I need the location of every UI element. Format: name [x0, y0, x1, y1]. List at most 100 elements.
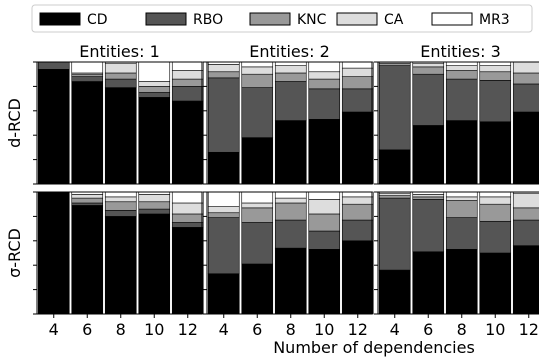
segment-rbo	[171, 86, 204, 102]
segment-knc	[104, 201, 137, 211]
bar-stack	[207, 191, 240, 315]
x-tick-label: 12	[178, 320, 198, 339]
segment-mr3	[445, 191, 478, 198]
segment-ca	[207, 64, 240, 73]
segment-rbo	[207, 77, 240, 153]
panel	[33, 61, 204, 185]
bar-stack	[378, 61, 411, 185]
segment-rbo	[512, 83, 539, 113]
segment-cd	[37, 191, 70, 315]
segment-cd	[308, 119, 341, 185]
segment-rbo	[37, 61, 70, 70]
segment-ca	[207, 206, 240, 214]
segment-cd	[241, 137, 274, 185]
bar-stack	[71, 191, 104, 315]
segment-rbo	[378, 65, 411, 151]
bar-stack	[71, 61, 104, 185]
segment-knc	[274, 72, 307, 82]
segment-mr3	[445, 61, 478, 66]
segment-cd	[412, 125, 445, 185]
row-label: d-RCD	[5, 98, 24, 148]
segment-ca	[378, 192, 411, 196]
panel-frame	[36, 191, 203, 315]
segment-ca	[445, 196, 478, 201]
segment-knc	[378, 195, 411, 199]
segment-rbo	[71, 76, 104, 82]
segment-knc	[171, 78, 204, 87]
panel: 4 6 8 10 12	[33, 191, 204, 339]
segment-ca	[104, 196, 137, 203]
segment-ca	[341, 67, 374, 77]
legend-label: CA	[384, 12, 404, 28]
x-tick-label: 10	[314, 320, 334, 339]
segment-rbo	[341, 88, 374, 113]
segment-rbo	[479, 80, 512, 123]
bar-stack	[104, 61, 137, 185]
segment-ca	[308, 199, 341, 215]
bar-stack	[412, 191, 445, 315]
segment-ca	[274, 65, 307, 74]
segment-knc	[378, 62, 411, 66]
segment-rbo	[104, 210, 137, 217]
x-tick-label: 10	[485, 320, 505, 339]
segment-cd	[171, 227, 204, 315]
segment-mr3	[341, 61, 374, 69]
bar-stack	[512, 191, 539, 315]
segment-knc	[341, 203, 374, 221]
segment-mr3	[308, 61, 341, 73]
legend-swatch	[39, 12, 81, 26]
legend-swatch	[249, 12, 291, 26]
bar-stack	[138, 191, 171, 315]
segment-mr3	[274, 61, 307, 66]
segment-rbo	[308, 88, 341, 120]
segment-ca	[171, 70, 204, 80]
bar-stack	[479, 191, 512, 315]
x-tick-label: 12	[519, 320, 539, 339]
x-tick-label: 6	[252, 320, 262, 339]
segment-knc	[207, 212, 240, 218]
segment-cd	[479, 121, 512, 185]
segment-mr3	[241, 191, 274, 204]
legend-swatch	[336, 12, 378, 26]
segment-ca	[445, 65, 478, 71]
segment-ca	[412, 194, 445, 198]
segment-rbo	[241, 222, 274, 265]
column-title: Entities: 2	[249, 42, 330, 61]
segment-cd	[207, 151, 240, 185]
segment-knc	[138, 201, 171, 210]
bar-stack	[445, 61, 478, 185]
segment-rbo	[138, 208, 171, 215]
segment-rbo	[341, 219, 374, 242]
segment-mr3	[479, 61, 512, 66]
segment-knc	[512, 207, 539, 221]
bar-stack	[274, 191, 307, 315]
bar-stack	[207, 61, 240, 185]
segment-rbo	[71, 202, 104, 206]
segment-mr3	[308, 191, 341, 200]
segment-ca	[512, 61, 539, 74]
segment-rbo	[104, 78, 137, 88]
bar-stack	[308, 191, 341, 315]
segment-cd	[445, 120, 478, 185]
panel-frame	[206, 191, 373, 315]
segment-cd	[341, 111, 374, 185]
x-axis-label: Number of dependencies	[273, 338, 475, 357]
column-title: Entities: 1	[79, 42, 160, 61]
segment-cd	[378, 269, 411, 315]
segment-ca	[308, 71, 341, 80]
segment-cd	[341, 240, 374, 315]
segment-ca	[171, 202, 204, 215]
segment-cd	[71, 81, 104, 185]
segment-cd	[104, 216, 137, 315]
segment-mr3	[479, 191, 512, 198]
segment-knc	[341, 76, 374, 90]
x-tick-label: 8	[286, 320, 296, 339]
legend: CD RBO KNC CA MR3	[31, 4, 533, 33]
panel-frame	[36, 61, 203, 185]
x-tick-label: 6	[423, 320, 433, 339]
segment-rbo	[138, 92, 171, 98]
segment-rbo	[479, 220, 512, 254]
segment-mr3	[341, 191, 374, 198]
segment-cd	[138, 97, 171, 185]
segment-ca	[71, 194, 104, 199]
